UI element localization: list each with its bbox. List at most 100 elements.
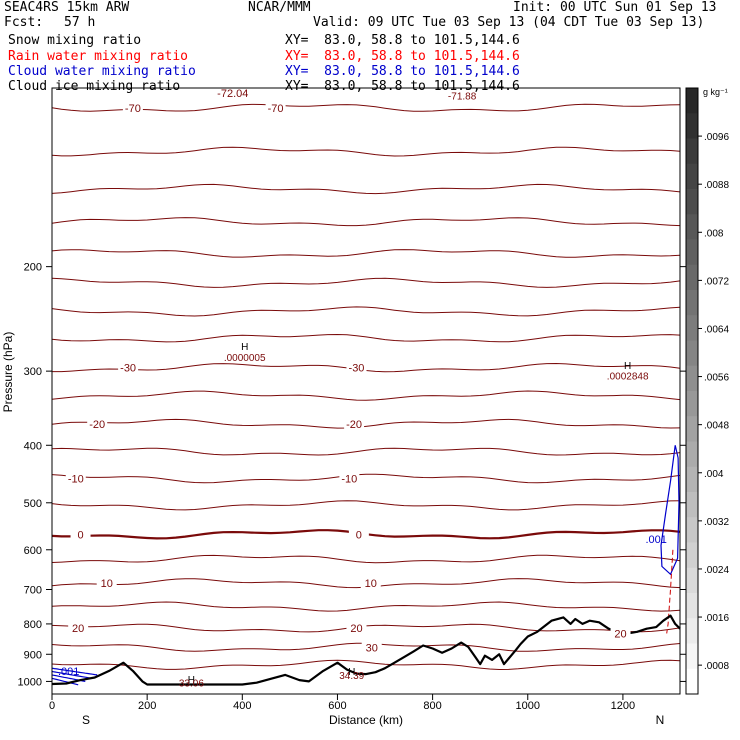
y-tick-label-1000: 1000 xyxy=(18,676,42,688)
colorbar-tick-label-5: .0056 xyxy=(704,373,729,384)
colorbar-tick-label-2: .008 xyxy=(704,228,724,239)
isotherm-label-bg-8 xyxy=(339,472,360,484)
colorbar-step-21 xyxy=(686,618,698,644)
high-marker: H xyxy=(348,667,355,678)
isotherm--10 xyxy=(51,473,681,484)
terrain-polyline xyxy=(51,614,681,686)
colorbar-step-16 xyxy=(686,492,698,518)
colorbar-step-2 xyxy=(686,138,698,165)
isotherm-label-bg-15 xyxy=(361,641,382,653)
colorbar-tick-label-11: .0008 xyxy=(704,661,729,672)
legend-snow-xy: XY= 83.0, 58.8 to 101.5,144.6 xyxy=(285,33,520,48)
isotherm-label-9: 0 xyxy=(77,529,83,541)
legend-cloud-ice-name: Cloud ice mixing ratio xyxy=(8,79,181,94)
colorbar-tick-label-9: .0024 xyxy=(704,565,729,576)
forecast-hours: 57 h xyxy=(64,15,96,30)
x-axis-title: Distance (km) xyxy=(329,713,403,727)
colorbar-step-9 xyxy=(686,315,698,341)
colorbar-step-23 xyxy=(686,668,698,695)
x-tick-label-0: 0 xyxy=(49,700,55,712)
x-tick-label-200: 200 xyxy=(138,700,156,712)
isotherm--45 xyxy=(51,277,681,288)
y-tick-label-600: 600 xyxy=(24,545,42,557)
isotherm-label-bg-9 xyxy=(70,528,91,540)
colorbar-tick-label-3: .0072 xyxy=(704,276,729,287)
isotherm-label-bg-1 xyxy=(265,101,286,113)
cloud-water-contour-south-0 xyxy=(51,667,98,676)
colorbar-step-0 xyxy=(686,88,698,114)
isotherm-label-5: -20 xyxy=(89,419,105,431)
isotherm--70 xyxy=(51,103,681,112)
isotherm-label-bg-7 xyxy=(65,472,86,484)
colorbar: .0096 .0088 .008 .0072 .0064 .0056 .0048 .004 .0… xyxy=(685,87,729,695)
isotherm-label-bg-11 xyxy=(96,577,117,589)
isotherm-5 xyxy=(51,554,681,564)
extremum-value: .0000005 xyxy=(224,353,266,364)
colorbar-tick-label-6: .0048 xyxy=(704,421,729,432)
y-tick-label-200: 200 xyxy=(24,262,42,274)
x-tick-label-800: 800 xyxy=(423,700,441,712)
isotherm--50 xyxy=(51,249,681,258)
extremum-value: .0002848 xyxy=(607,371,649,382)
isotherm-label-bg-6 xyxy=(344,417,365,429)
extremum-value: 34.39 xyxy=(339,671,364,682)
colorbar-step-12 xyxy=(686,391,698,417)
y-tick-label-500: 500 xyxy=(24,498,42,510)
colorbar-step-19 xyxy=(686,567,698,594)
colorbar-tick-label-8: .0032 xyxy=(704,517,729,528)
isotherm-label-6: -20 xyxy=(346,419,362,431)
isotherm--60 xyxy=(51,183,681,195)
colorbar-tick-label-10: .0016 xyxy=(704,613,729,624)
endpoint-right: N xyxy=(656,713,665,727)
colorbar-step-6 xyxy=(686,239,698,266)
isotherm-30 xyxy=(51,659,681,671)
x-tick-label-1200: 1200 xyxy=(611,700,635,712)
terrain-line xyxy=(51,614,681,686)
colorbar-step-8 xyxy=(686,290,698,316)
cloud-water-label-0: .001 xyxy=(58,666,79,678)
isotherm-label-2: -72.04 xyxy=(217,88,248,100)
x-tick-label-1000: 1000 xyxy=(516,700,540,712)
isotherm--5 xyxy=(51,500,681,511)
isotherm--65 xyxy=(51,146,681,157)
colorbar-step-3 xyxy=(686,163,698,190)
isotherm-label-3: -30 xyxy=(120,363,136,375)
isotherm-label-bg-10 xyxy=(348,528,369,540)
run-title: SEAC4RS 15km ARW xyxy=(4,0,130,15)
y-tick-label-900: 900 xyxy=(24,649,42,661)
isotherm-label-bg-3 xyxy=(118,361,139,373)
rain-water-contour xyxy=(666,549,674,634)
colorbar-step-20 xyxy=(686,593,698,619)
high-marker: H xyxy=(188,675,195,686)
valid-time: Valid: 09 UTC Tue 03 Sep 13 (04 CDT Tue … xyxy=(313,15,705,30)
isotherm-label-4: -30 xyxy=(349,363,365,375)
x-tick-label-600: 600 xyxy=(328,700,346,712)
endpoint-left: S xyxy=(82,713,90,727)
y-tick-label-800: 800 xyxy=(24,619,42,631)
forecast-label: Fcst: xyxy=(4,15,44,30)
isotherm-label-1: -70 xyxy=(268,103,284,115)
rain-water-contours xyxy=(666,549,674,634)
cloud-water-contour-south-3 xyxy=(51,677,79,686)
high-marker: H xyxy=(241,342,248,353)
isotherm--25 xyxy=(51,390,681,401)
extremum-value: -71.88 xyxy=(448,92,477,103)
isotherm--15 xyxy=(51,447,681,456)
isotherm-label-bg-16 xyxy=(610,627,631,639)
producer: NCAR/MMM xyxy=(248,0,311,15)
colorbar-step-17 xyxy=(686,517,698,543)
isotherm-label-bg-2 xyxy=(222,87,243,99)
isotherm-label-bg-5 xyxy=(87,417,108,429)
isotherm--20 xyxy=(51,418,681,429)
colorbar-unit: g kg⁻¹ xyxy=(703,87,728,97)
contour-labels: -70 -70 -72.04 -30 -30 -20 -20 -10 -10 0 0 10 10 20 20… xyxy=(58,87,667,690)
isotherm-label-0: -70 xyxy=(125,103,141,115)
isotherm-label-bg-4 xyxy=(346,361,367,373)
x-tick-label-400: 400 xyxy=(233,700,251,712)
extremum-value: 33.06 xyxy=(179,679,204,690)
plot-frame xyxy=(51,87,681,695)
isotherm--55 xyxy=(51,217,681,227)
isotherm-label-14: 20 xyxy=(350,623,362,635)
colorbar-tick-label-7: .004 xyxy=(704,469,724,480)
